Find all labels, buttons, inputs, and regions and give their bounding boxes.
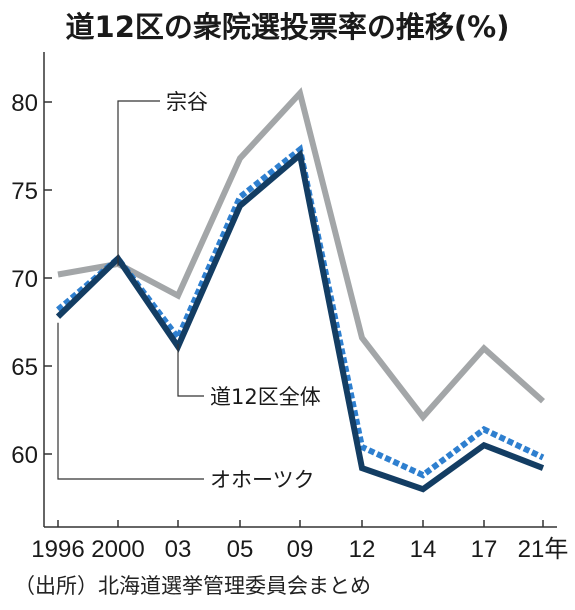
- y-tick-label: 80: [11, 90, 38, 117]
- line-chart: 60 65 70 75 80 1996 2000 03 05 09 12 14 17 21年 宗谷道12…: [11, 52, 568, 563]
- series-label-0: 宗谷: [166, 90, 208, 114]
- x-tick-label: 03: [165, 536, 192, 563]
- series-label-2: オホーツク: [210, 468, 315, 492]
- callout-line-2: [57, 322, 204, 480]
- x-tick-label: 09: [287, 536, 314, 563]
- y-tick-label: 60: [11, 442, 38, 469]
- y-axis: 60 65 70 75 80: [11, 52, 52, 527]
- series-group: [55, 87, 546, 493]
- callout-line-1: [177, 343, 204, 397]
- x-tick-label: 12: [349, 536, 376, 563]
- chart-title: 道12区の衆院選投票率の推移(%): [65, 10, 510, 44]
- series-line-0: [57, 87, 546, 422]
- series-line-1: [56, 144, 545, 479]
- x-tick-label: 14: [410, 536, 437, 563]
- x-axis: 1996 2000 03 05 09 12 14 17 21年: [31, 520, 568, 563]
- y-tick-label: 65: [11, 354, 38, 381]
- y-tick-label: 75: [11, 178, 38, 205]
- source-note: （出所）北海道選挙管理委員会まとめ: [14, 574, 371, 598]
- series-label-1: 道12区全体: [210, 385, 321, 409]
- x-tick-label: 1996: [31, 536, 84, 563]
- y-tick-label: 70: [11, 266, 38, 293]
- callout-line-0: [117, 100, 160, 266]
- x-tick-label: 2000: [91, 536, 144, 563]
- x-tick-label: 21年: [518, 536, 569, 563]
- x-tick-label: 05: [227, 536, 254, 563]
- x-tick-label: 17: [471, 536, 498, 563]
